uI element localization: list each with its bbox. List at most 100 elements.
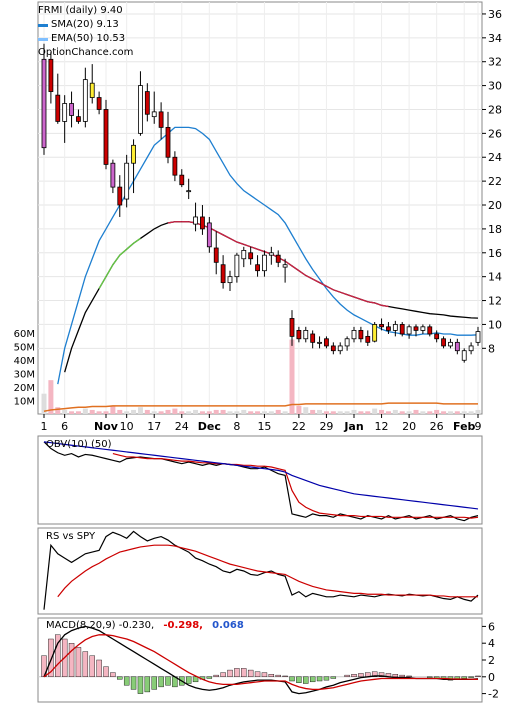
volume-bar [248,411,254,414]
price-title: FRMI (daily) 9.40 [38,5,123,16]
candle-body [282,264,288,268]
ema50-segment [112,254,121,266]
macd-histogram-bar [427,676,433,678]
price-tick-label: 36 [488,8,502,21]
macd-histogram-bar [371,671,378,678]
price-tick-label: 26 [488,127,502,140]
volume-bar [186,411,192,414]
macd-histogram-bar [123,676,130,686]
macd-histogram-bar [351,674,357,678]
price-tick-label: 16 [488,247,502,260]
ema50-segment [243,243,251,248]
macd-histogram-bar [220,672,226,677]
volume-bar [468,411,474,414]
macd-histogram-bar [151,676,157,690]
candle-body [69,103,74,116]
candle-body [303,330,309,340]
macd-histogram-bar [103,666,109,677]
macd-histogram-bar [89,655,95,677]
macd-histogram-bar [254,671,261,678]
x-tick-label: 24 [175,420,189,433]
volume-bar [413,409,419,414]
candle-body [158,111,164,128]
candle-body [324,338,329,347]
volume-average-line [43,402,478,413]
ema50-segment [360,298,368,303]
candle-body [330,345,336,352]
volume-bar [406,411,412,414]
macd-histogram-bar [282,675,288,678]
x-tick-label: 15 [257,420,271,433]
volume-bar [365,411,371,414]
macd-histogram-bar [137,676,144,694]
candle-body [179,174,185,186]
macd-histogram-bar [234,668,240,678]
volume-bar [420,411,426,414]
macd-histogram-bar [323,676,330,681]
candle-body [268,252,274,256]
candle-body [213,247,219,263]
ema50-segment [305,274,313,280]
ema50-segment [298,270,307,277]
candle-body [475,331,481,343]
volume-tick-label: 50M [14,342,35,353]
obv-series-1 [112,453,479,519]
candle-body [96,97,102,110]
macd-tick-label: -2 [488,688,499,701]
x-tick-label: Jan [343,420,363,433]
candle-body [55,94,61,122]
price-tick-label: 14 [488,271,502,284]
candle-body [275,254,281,263]
volume-bar [193,409,199,414]
price-tick-label: 22 [488,175,502,188]
candle-body [48,58,54,92]
candle-body [151,111,157,118]
volume-bar [69,411,75,414]
volume-bar [427,411,433,414]
macd-histogram-bar [275,674,281,677]
candle-body [172,156,178,176]
x-tick-label: 1 [41,420,48,433]
candle-body [344,338,350,347]
rsvsspy-series-1 [57,544,478,598]
macd-tick-label: 6 [488,620,495,633]
macd-histogram-bar [213,674,219,677]
legend-item-source: OptionChance.com [38,46,133,60]
volume-tick-label: 10M [14,396,35,407]
macd-histogram-bar [475,675,481,678]
volume-bar [103,411,109,414]
macd-histogram-bar [75,647,82,678]
volume-bar [144,409,150,414]
candle-body [193,216,198,225]
volume-tick-label: 40M [14,356,35,367]
candle-body [262,254,267,272]
ema50-segment [126,242,134,250]
volume-bar [275,409,281,414]
volume-bar [124,411,130,414]
volume-bar [96,411,102,414]
volume-bar [165,409,171,414]
macd-histogram-bar [158,676,164,688]
volume-bar [220,409,226,414]
x-tick-label: 26 [430,420,444,433]
price-tick-label: 32 [488,56,502,69]
macd-histogram-bar [82,651,89,677]
price-tick-label: 30 [488,80,502,93]
macd-series-0 [43,625,479,695]
macd-histogram-bar [468,676,474,678]
macd-histogram-bar [206,676,213,679]
x-tick-label: 20 [402,420,416,433]
volume-bar [337,411,343,414]
candle-body [386,326,391,331]
legend-item-ema: EMA(50) 10.53 [38,32,133,46]
candle-body [372,324,378,342]
candle-body [144,91,150,115]
macd-histogram-bar [247,669,254,678]
x-tick-label: Dec [198,420,221,433]
volume-bar [461,411,467,414]
price-tick-label: 28 [488,103,502,116]
candle-body [289,318,295,337]
volume-bar [454,411,460,414]
x-tick-label: 29 [319,420,333,433]
rs-title: RS vs SPY [46,531,96,542]
